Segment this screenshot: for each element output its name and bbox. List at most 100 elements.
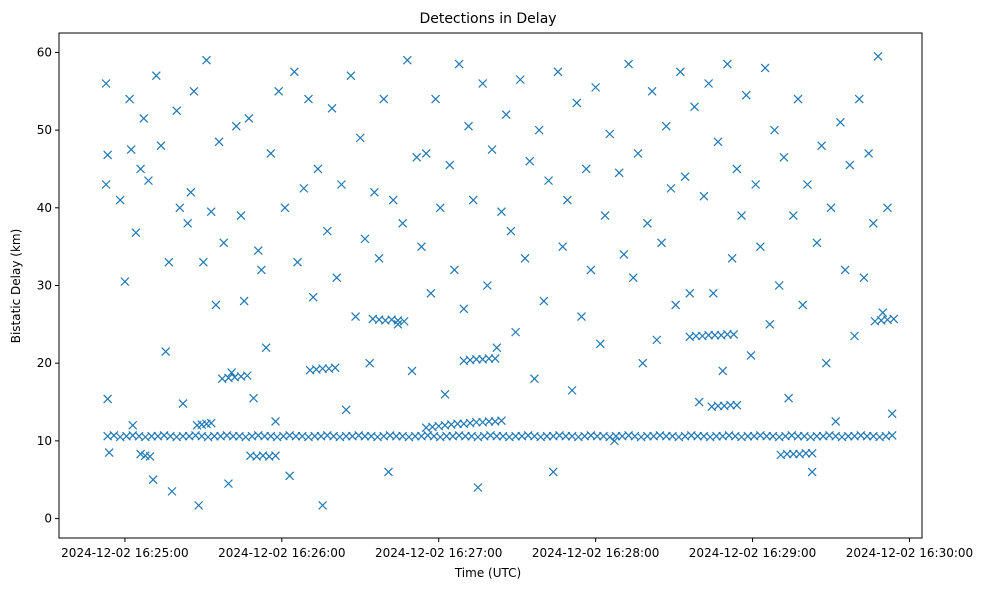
data-point (492, 343, 502, 353)
data-point (231, 121, 241, 131)
data-point (821, 358, 831, 368)
data-point (671, 300, 681, 310)
data-point (426, 288, 436, 298)
y-tick-label: 50 (37, 123, 52, 137)
data-point (782, 449, 792, 459)
data-point (178, 399, 188, 409)
data-point (291, 431, 301, 441)
data-point (873, 51, 883, 61)
data-point (591, 82, 601, 92)
data-point (308, 292, 318, 302)
data-point (178, 431, 188, 441)
data-point (826, 203, 836, 213)
x-axis-label: Time (UTC) (454, 566, 521, 580)
data-point (708, 288, 718, 298)
data-point (600, 211, 610, 221)
data-point (285, 471, 295, 481)
data-point (801, 448, 811, 458)
data-point (595, 339, 605, 349)
data-point (845, 160, 855, 170)
data-point (393, 319, 403, 329)
data-point (511, 327, 521, 337)
data-point (765, 319, 775, 329)
data-point (242, 371, 252, 381)
data-point (453, 419, 462, 429)
data-point (126, 145, 136, 154)
data-point (384, 467, 393, 477)
data-point (726, 400, 735, 410)
data-point (224, 479, 233, 489)
data-point (244, 114, 254, 123)
data-point (139, 114, 149, 123)
data-point (445, 160, 455, 170)
data-point (484, 354, 494, 363)
data-point (249, 393, 258, 403)
data-point (360, 234, 370, 244)
data-point (101, 79, 111, 88)
data-point (322, 226, 332, 236)
data-point (464, 121, 473, 131)
data-point (454, 59, 464, 69)
data-point (318, 364, 328, 374)
data-point (239, 296, 249, 306)
data-point (511, 431, 521, 441)
data-point (666, 183, 676, 193)
data-point (743, 431, 753, 441)
data-point (183, 218, 193, 228)
data-point (539, 296, 549, 306)
data-point (391, 431, 401, 441)
data-point (770, 125, 779, 135)
data-point (407, 366, 417, 376)
data-point (449, 265, 459, 275)
data-point (236, 211, 246, 221)
data-point (690, 102, 699, 112)
data-point (729, 330, 739, 339)
x-tick-label: 2024-12-02 16:30:00 (846, 546, 973, 560)
data-point (784, 393, 794, 403)
data-point (793, 431, 803, 441)
data-point (652, 335, 662, 345)
data-point (206, 418, 216, 428)
data-point (346, 71, 356, 81)
data-point (887, 431, 897, 440)
data-point (412, 152, 422, 162)
data-point (293, 257, 302, 267)
data-point (619, 249, 629, 259)
data-point (103, 394, 113, 404)
data-point (103, 150, 113, 160)
data-point (704, 79, 714, 88)
data-point (854, 94, 864, 104)
data-point (167, 486, 177, 496)
data-point (410, 431, 420, 441)
data-point (164, 257, 174, 267)
data-point (807, 448, 817, 458)
y-axis-ticks: 0 10 20 30 40 50 60 (37, 45, 59, 526)
data-point (261, 343, 271, 353)
data-point (710, 330, 720, 340)
data-point (460, 431, 470, 441)
data-point (431, 94, 441, 104)
data-point (624, 59, 634, 69)
data-point (128, 420, 138, 430)
data-point (581, 164, 591, 174)
data-point (661, 121, 671, 131)
data-point (699, 191, 709, 201)
data-point (680, 172, 690, 182)
data-point (271, 451, 280, 461)
data-point (713, 137, 723, 147)
data-point (704, 330, 714, 340)
data-point (355, 133, 365, 143)
data-point (172, 106, 182, 116)
data-point (803, 180, 812, 189)
data-point (497, 207, 506, 217)
data-point (337, 180, 346, 189)
data-point (642, 218, 652, 228)
y-tick-label: 0 (44, 512, 52, 526)
data-point (737, 211, 746, 221)
data-point (280, 203, 290, 213)
data-point (341, 405, 351, 415)
data-point (868, 218, 878, 228)
y-tick-label: 30 (37, 279, 52, 293)
data-point (553, 67, 563, 77)
data-point (713, 401, 723, 411)
